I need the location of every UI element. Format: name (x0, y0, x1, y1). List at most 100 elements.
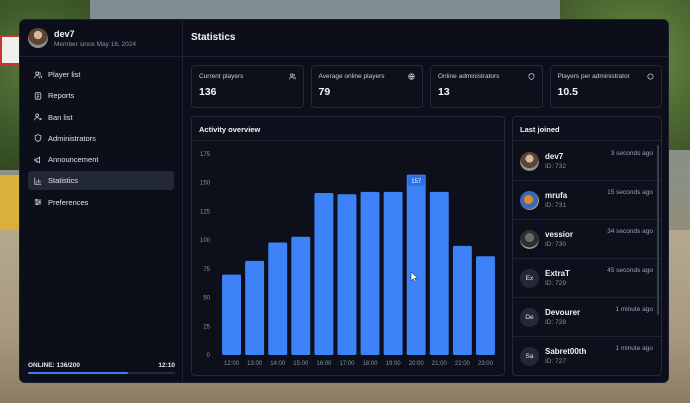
chart-bar[interactable] (245, 260, 265, 355)
sidebar-item-announcement[interactable]: Announcement (28, 150, 174, 169)
player-id: ID: 731 (545, 202, 566, 209)
y-tick-label: 0 (207, 353, 211, 359)
player-info: Devourer ID: 728 (545, 308, 580, 326)
player-id: ID: 728 (545, 319, 566, 326)
player-name: Devourer (545, 308, 581, 317)
y-tick-label: 50 (203, 296, 210, 302)
chart-bar[interactable] (222, 274, 242, 355)
circle-icon (647, 73, 654, 80)
chart-bar[interactable] (429, 191, 449, 355)
player-info: ExtraT ID: 729 (545, 269, 570, 287)
user-ban-icon (34, 113, 42, 121)
sidebar-item-label: Ban list (48, 112, 73, 122)
stat-label: Current players (199, 73, 244, 80)
sidebar-item-statistics[interactable]: Statistics (28, 171, 174, 191)
joined-time: 1 minute ago (615, 345, 653, 352)
x-tick-label: 22:00 (455, 361, 471, 367)
list-item[interactable]: De Devourer ID: 728 1 minute ago (513, 298, 661, 337)
shield-icon (34, 134, 42, 143)
report-icon (34, 92, 42, 100)
stat-card-average-online: Average online players 79 (310, 65, 423, 108)
background-barrier (0, 175, 20, 230)
x-tick-label: 14:00 (270, 361, 286, 367)
megaphone-icon (34, 156, 40, 164)
mouse-cursor-icon (410, 271, 419, 283)
y-tick-label: 175 (200, 152, 211, 158)
activity-title: Activity overview (192, 117, 504, 141)
list-item[interactable]: mrufa ID: 731 15 seconds ago (513, 181, 661, 220)
last-joined-card: Last joined dev7 ID: 732 3 seconds ago mruf… (512, 116, 662, 376)
online-progress-track (28, 372, 175, 374)
globe-icon (408, 73, 415, 80)
player-name: mrufa (545, 191, 568, 200)
sidebar-item-preferences[interactable]: Preferences (28, 193, 174, 212)
sidebar-item-label: Statistics (48, 176, 79, 186)
sidebar-item-label: Reports (48, 91, 75, 101)
avatar (520, 190, 539, 210)
chart-bar[interactable] (383, 191, 403, 355)
list-item[interactable]: dev7 ID: 732 3 seconds ago (513, 142, 661, 181)
x-tick-label: 23:00 (478, 361, 494, 367)
online-count: ONLINE: 136/200 (28, 362, 81, 369)
sidebar-item-label: Preferences (48, 197, 89, 207)
x-tick-label: 16:00 (316, 361, 332, 367)
stat-card-online-admins: Online administrators 13 (430, 65, 543, 108)
chart-bar[interactable] (291, 236, 311, 355)
activity-chart-area: 0 25 50 75 100 125 150 175 12:00 13:00 14:00 15:00 1… (192, 142, 504, 375)
chart-bar[interactable] (452, 245, 472, 355)
page-title: Statistics (191, 32, 236, 43)
player-info: Sabret00th ID: 727 (545, 347, 586, 365)
y-tick-label: 100 (200, 238, 211, 244)
avatar: Ex (520, 268, 539, 288)
sidebar-item-administrators[interactable]: Administrators (28, 129, 174, 148)
joined-time: 45 seconds ago (607, 267, 653, 274)
online-status: ONLINE: 136/200 12:10 (28, 362, 175, 374)
joined-time: 1 minute ago (615, 306, 653, 313)
chart-bar[interactable] (360, 191, 380, 355)
stat-card-current-players: Current players 136 (191, 65, 304, 108)
chart-bar[interactable] (475, 256, 495, 355)
chart-bar[interactable] (314, 193, 334, 355)
users-icon (288, 73, 296, 80)
player-info: mrufa ID: 731 (545, 191, 567, 209)
sliders-icon (34, 199, 42, 206)
chart-bar[interactable] (337, 194, 357, 355)
stat-cards: Current players 136 Average online playe… (191, 65, 662, 108)
profile-name: dev7 (54, 28, 75, 39)
bar-chart-icon (34, 177, 42, 185)
player-name: vessior (545, 230, 574, 239)
sidebar-nav: Player list Reports Ban list Administrat… (20, 57, 182, 212)
bar-value-label: 157 (411, 179, 422, 185)
avatar: De (520, 307, 539, 327)
player-id: ID: 730 (545, 241, 566, 248)
player-name: ExtraT (545, 269, 570, 278)
stat-value: 10.5 (557, 86, 578, 98)
joined-time: 15 seconds ago (607, 189, 653, 196)
chart-bar[interactable] (406, 174, 426, 355)
x-tick-label: 20:00 (409, 361, 425, 367)
sidebar-item-player-list[interactable]: Player list (28, 65, 174, 84)
sidebar-item-label: Administrators (48, 133, 96, 143)
player-info: vessior ID: 730 (545, 230, 573, 248)
list-item[interactable]: Sa Sabret00th ID: 727 1 minute ago (513, 337, 661, 375)
shield-icon (528, 73, 534, 80)
y-tick-label: 75 (203, 267, 210, 273)
y-tick-label: 125 (200, 209, 211, 215)
last-joined-title: Last joined (513, 117, 661, 141)
avatar (28, 28, 48, 48)
chart-bar[interactable] (268, 242, 288, 355)
y-tick-label: 25 (203, 324, 210, 330)
sidebar-item-reports[interactable]: Reports (28, 86, 174, 105)
activity-overview-card: Activity overview 0 25 50 75 100 125 150 175 12:… (191, 116, 505, 376)
scrollbar[interactable] (657, 145, 659, 315)
avatar (520, 229, 539, 249)
player-info: dev7 ID: 732 (545, 152, 566, 170)
list-item[interactable]: Ex ExtraT ID: 729 45 seconds ago (513, 259, 661, 298)
player-id: ID: 727 (545, 358, 566, 365)
sidebar-item-ban-list[interactable]: Ban list (28, 108, 174, 127)
x-tick-label: 18:00 (363, 361, 379, 367)
list-item[interactable]: vessior ID: 730 34 seconds ago (513, 220, 661, 259)
player-id: ID: 732 (545, 163, 566, 170)
x-tick-label: 15:00 (293, 361, 309, 367)
y-tick-label: 150 (200, 181, 211, 187)
